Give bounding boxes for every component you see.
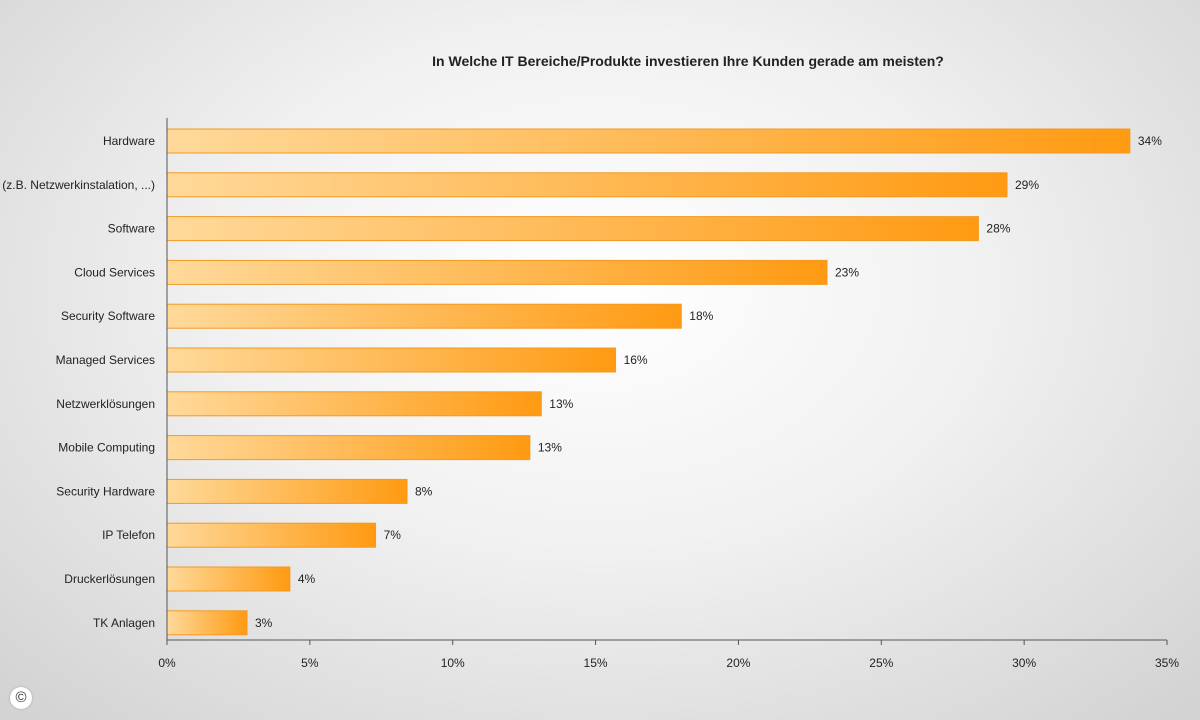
bar xyxy=(166,391,542,417)
value-label: 28% xyxy=(986,222,1010,236)
value-label: 34% xyxy=(1138,134,1162,148)
bar xyxy=(166,128,1131,154)
category-label: IT-Services (z.B. Netzwerkinstalation, .… xyxy=(0,178,155,192)
value-label: 16% xyxy=(624,353,648,367)
category-label: Netzwerklösungen xyxy=(56,397,155,411)
category-label: Software xyxy=(108,222,156,236)
value-label: 18% xyxy=(689,309,713,323)
category-label: IP Telefon xyxy=(102,528,155,542)
category-label: Managed Services xyxy=(56,353,155,367)
category-label: Druckerlösungen xyxy=(64,572,155,586)
category-label: Mobile Computing xyxy=(58,441,155,455)
x-tick-label: 10% xyxy=(441,656,465,670)
x-tick-label: 20% xyxy=(726,656,750,670)
x-tick-label: 35% xyxy=(1155,656,1179,670)
copyright-icon: © xyxy=(10,687,32,709)
bar xyxy=(166,172,1008,198)
bar xyxy=(166,259,828,285)
x-tick-label: 15% xyxy=(584,656,608,670)
x-tick-label: 5% xyxy=(301,656,319,670)
category-label: Hardware xyxy=(103,134,155,148)
category-label: Cloud Services xyxy=(74,265,155,279)
value-label: 29% xyxy=(1015,178,1039,192)
bar xyxy=(166,216,979,242)
category-label: TK Anlagen xyxy=(93,616,155,630)
x-tick-label: 30% xyxy=(1012,656,1036,670)
category-label: Security Hardware xyxy=(56,484,155,498)
bar xyxy=(166,522,377,548)
category-label: Security Software xyxy=(61,309,155,323)
x-tick-label: 0% xyxy=(158,656,176,670)
bar xyxy=(166,303,682,329)
value-label: 3% xyxy=(255,616,273,630)
value-label: 23% xyxy=(835,265,859,279)
bar xyxy=(166,435,531,461)
x-tick-label: 25% xyxy=(869,656,893,670)
bar xyxy=(166,478,408,504)
value-label: 4% xyxy=(298,572,316,586)
bar xyxy=(166,610,248,636)
value-label: 13% xyxy=(549,397,573,411)
chart-title: In Welche IT Bereiche/Produkte investier… xyxy=(432,53,944,69)
value-label: 8% xyxy=(415,484,433,498)
value-label: 13% xyxy=(538,441,562,455)
value-label: 7% xyxy=(384,528,402,542)
bar xyxy=(166,566,291,592)
bar xyxy=(166,347,617,373)
